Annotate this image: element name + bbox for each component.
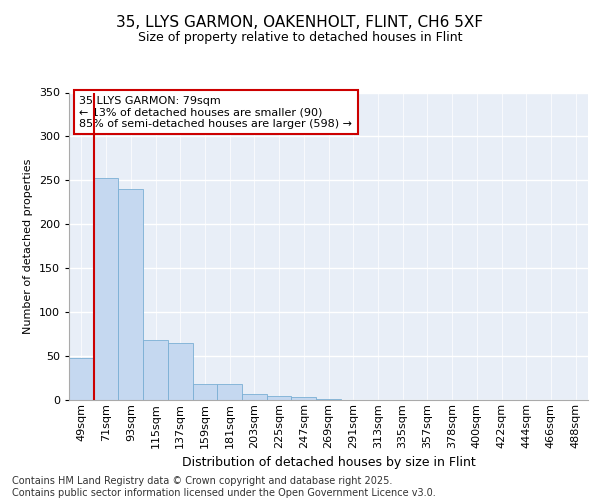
Text: Size of property relative to detached houses in Flint: Size of property relative to detached ho…	[138, 31, 462, 44]
Bar	[168, 343, 193, 400]
Bar	[69, 358, 94, 400]
Bar	[118, 189, 143, 400]
Text: 35 LLYS GARMON: 79sqm
← 13% of detached houses are smaller (90)
85% of semi-deta: 35 LLYS GARMON: 79sqm ← 13% of detached …	[79, 96, 352, 129]
Bar	[94, 178, 118, 400]
Bar	[267, 396, 292, 400]
Bar	[143, 340, 168, 400]
Bar	[193, 384, 217, 400]
Text: 35, LLYS GARMON, OAKENHOLT, FLINT, CH6 5XF: 35, LLYS GARMON, OAKENHOLT, FLINT, CH6 5…	[116, 15, 484, 30]
Y-axis label: Number of detached properties: Number of detached properties	[23, 158, 33, 334]
Bar	[292, 398, 316, 400]
Text: Contains HM Land Registry data © Crown copyright and database right 2025.
Contai: Contains HM Land Registry data © Crown c…	[12, 476, 436, 498]
Bar	[316, 399, 341, 400]
Bar	[217, 384, 242, 400]
Bar	[242, 394, 267, 400]
X-axis label: Distribution of detached houses by size in Flint: Distribution of detached houses by size …	[182, 456, 475, 469]
